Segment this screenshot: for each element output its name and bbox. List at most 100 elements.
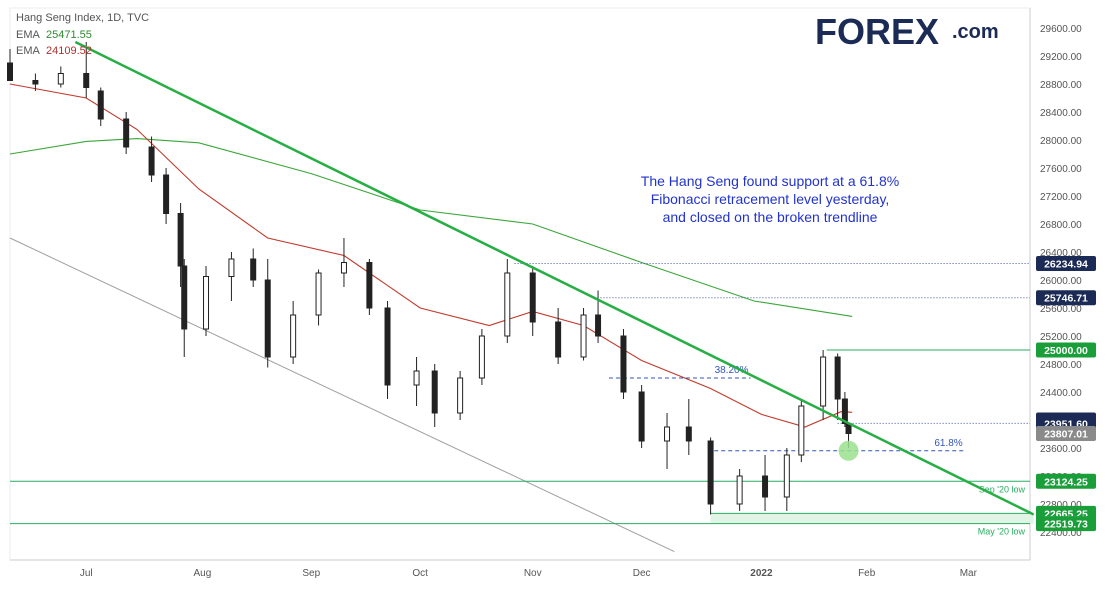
candle-body xyxy=(83,73,90,88)
candle-body xyxy=(798,405,805,456)
y-tick-label: 22400.00 xyxy=(1040,528,1082,539)
price-badge-text: 26234.94 xyxy=(1044,259,1088,271)
price-badge: 23807.01 xyxy=(1036,426,1096,442)
candle xyxy=(203,266,210,336)
candle-body xyxy=(315,272,322,316)
x-tick-label: Sep xyxy=(302,568,320,579)
candle-body xyxy=(123,118,130,148)
candle xyxy=(97,87,104,126)
logo-brand: FOREX xyxy=(815,11,939,52)
candle-body xyxy=(478,335,485,379)
candle-body xyxy=(783,454,790,498)
y-tick-label: 24400.00 xyxy=(1040,388,1082,399)
candle-body xyxy=(834,356,841,400)
candle xyxy=(57,66,64,88)
candle xyxy=(783,448,790,511)
forex-logo: FOREX .com xyxy=(815,11,999,52)
candle xyxy=(315,269,322,326)
y-tick-label: 23600.00 xyxy=(1040,444,1082,455)
candle xyxy=(431,364,438,427)
logo-suffix: .com xyxy=(952,21,999,43)
candle-body xyxy=(620,335,627,393)
ema2-value: 24109.52 xyxy=(46,45,92,57)
candle-body xyxy=(841,398,848,424)
candle-body xyxy=(529,272,536,323)
channel-line xyxy=(9,237,675,553)
y-tick-label: 26800.00 xyxy=(1040,220,1082,231)
x-tick-label: 2022 xyxy=(750,568,773,579)
candle-body xyxy=(707,440,714,505)
ema-fast-line xyxy=(9,83,853,428)
x-tick-label: Mar xyxy=(960,568,978,579)
price-badge: 26234.94 xyxy=(1036,256,1096,272)
candle-body xyxy=(685,426,692,442)
price-badge-text: 23807.01 xyxy=(1044,429,1088,441)
candle xyxy=(478,329,485,385)
y-tick-label: 27600.00 xyxy=(1040,164,1082,175)
candle xyxy=(264,259,271,368)
annotation-line-1: The Hang Seng found support at a 61.8% xyxy=(641,173,899,189)
y-tick-label: 27200.00 xyxy=(1040,192,1082,203)
candle xyxy=(736,469,743,511)
candle-body xyxy=(203,276,210,330)
y-tick-label: 25600.00 xyxy=(1040,304,1082,315)
candle xyxy=(366,259,373,315)
candle-body xyxy=(580,314,587,358)
x-tick-label: Dec xyxy=(633,568,651,579)
candle xyxy=(664,413,671,469)
price-badge: 23124.25 xyxy=(1036,473,1096,489)
candle xyxy=(250,248,257,287)
candle xyxy=(638,385,645,448)
candle-body xyxy=(366,262,373,309)
price-badge-text: 25746.71 xyxy=(1044,293,1088,305)
y-tick-label: 28000.00 xyxy=(1040,136,1082,147)
candle-body xyxy=(457,377,464,414)
candle xyxy=(707,437,714,515)
candle-body xyxy=(163,174,170,214)
candle-body xyxy=(340,262,347,274)
candle xyxy=(177,203,184,287)
candle-body xyxy=(555,321,562,358)
candle-body xyxy=(736,475,743,505)
annotation-line-2: Fibonacci retracement level yesterday, xyxy=(651,191,890,207)
candle xyxy=(290,301,297,364)
candle-body xyxy=(250,258,257,281)
candle-body xyxy=(32,80,39,85)
price-badge-bg xyxy=(1036,256,1096,272)
price-badge-bg xyxy=(1036,290,1096,306)
candle-body xyxy=(181,265,188,330)
candle-body xyxy=(431,370,438,414)
candle xyxy=(181,259,188,357)
candle xyxy=(620,329,627,399)
annotation-text: The Hang Seng found support at a 61.8% F… xyxy=(641,173,899,225)
candle-body xyxy=(57,73,64,85)
candle xyxy=(228,252,235,301)
candle-body xyxy=(504,272,511,337)
candle xyxy=(123,112,130,154)
candle xyxy=(820,350,827,420)
candle xyxy=(685,399,692,455)
chart-title: Hang Seng Index, 1D, TVC xyxy=(16,12,149,24)
candle xyxy=(7,49,13,81)
price-badge-bg xyxy=(1036,426,1096,442)
y-tick-label: 28400.00 xyxy=(1040,108,1082,119)
candle-body xyxy=(228,258,235,277)
ema1-value: 25471.55 xyxy=(46,29,92,41)
y-tick-label: 26000.00 xyxy=(1040,276,1082,287)
y-tick-label: 22800.00 xyxy=(1040,500,1082,511)
x-tick-label: Feb xyxy=(858,568,876,579)
candle xyxy=(32,73,39,91)
candle-body xyxy=(595,314,602,337)
candle-body xyxy=(384,307,391,386)
y-tick-label: 29200.00 xyxy=(1040,52,1082,63)
candle xyxy=(529,266,536,336)
candle-body xyxy=(290,314,297,358)
price-badge-bg xyxy=(1036,342,1096,358)
y-tick-label: 24800.00 xyxy=(1040,360,1082,371)
candle xyxy=(163,168,170,224)
price-badge-bg xyxy=(1036,473,1096,489)
candle xyxy=(83,42,90,98)
price-badge: 25746.71 xyxy=(1036,290,1096,306)
candle xyxy=(580,308,587,361)
